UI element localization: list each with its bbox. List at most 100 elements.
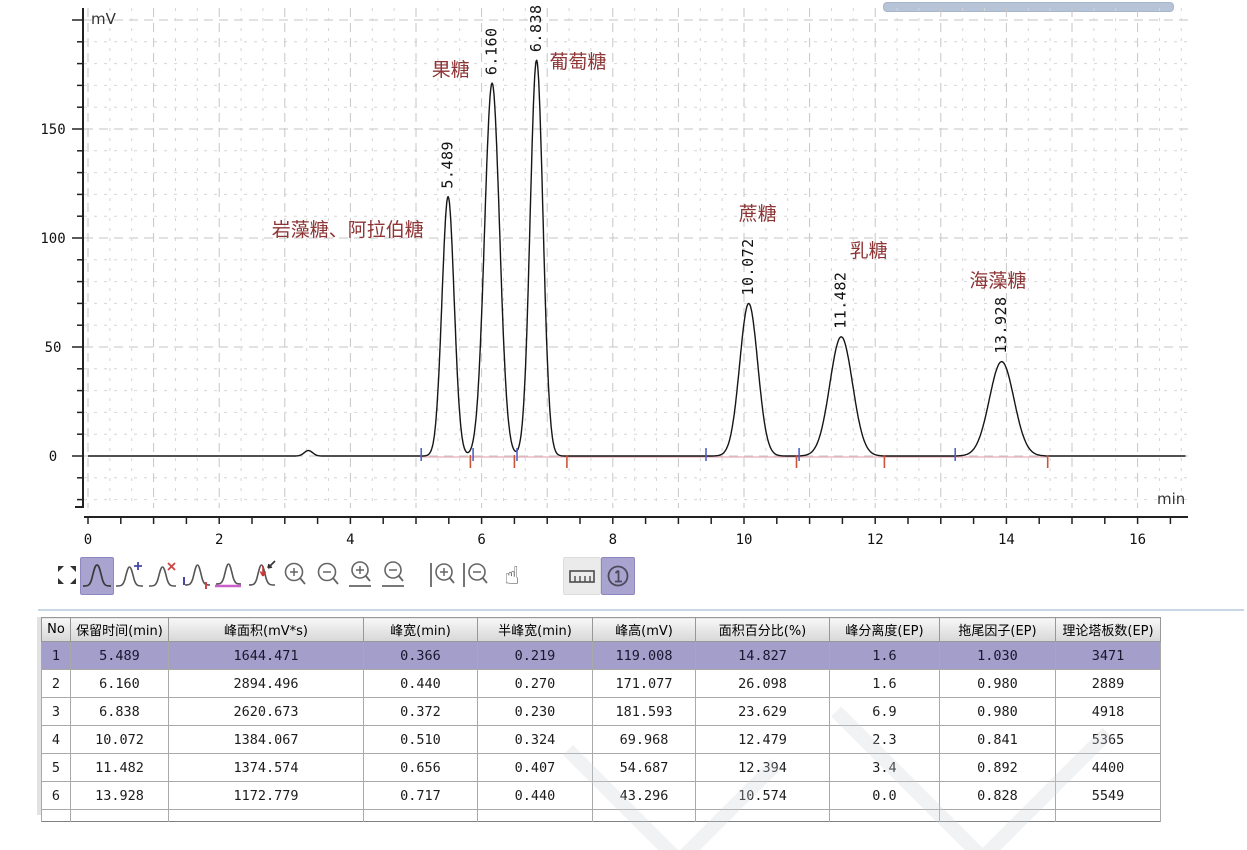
measure-ruler-button[interactable] <box>563 557 601 595</box>
chromatogram-plot[interactable]: 0 50 100 150 0 2 4 6 8 10 12 14 16 mV min 5.489 6.160 6.8… <box>0 0 1247 553</box>
peak-add-button[interactable] <box>114 557 146 593</box>
marker-one-button[interactable] <box>601 557 635 595</box>
table-cell: 0.841 <box>939 725 1056 754</box>
table-cell <box>41 809 71 822</box>
svg-text:12: 12 <box>867 532 884 548</box>
peak-delete-icon <box>148 562 177 587</box>
table-cell: 2 <box>41 669 71 698</box>
table-cell: 12.394 <box>695 753 830 782</box>
pan-hand-button[interactable]: ☝ <box>496 557 528 593</box>
table-cell: 1 <box>41 641 71 670</box>
table-cell: 12.479 <box>695 725 830 754</box>
column-header[interactable]: 峰宽(min) <box>363 617 478 642</box>
column-header[interactable]: 峰面积(mV*s) <box>168 617 364 642</box>
table-cell: 0.270 <box>477 669 593 698</box>
pan-hand-icon: ☝ <box>504 560 520 590</box>
table-row-empty <box>41 809 1161 822</box>
table-cell: 6 <box>41 781 71 810</box>
table-cell: 10.574 <box>695 781 830 810</box>
svg-text:100: 100 <box>40 231 65 247</box>
zoom-in-x-button[interactable] <box>346 557 376 593</box>
table-row[interactable]: 3 6.838 2620.673 0.372 0.230 181.593 23.629 6.9… <box>41 697 1161 726</box>
table-cell: 3.4 <box>829 753 940 782</box>
table-cell: 0.440 <box>477 781 593 810</box>
table-cell: 23.629 <box>695 697 830 726</box>
peak-select-button[interactable] <box>80 557 114 595</box>
svg-text:10: 10 <box>736 532 753 548</box>
table-cell: 0.0 <box>829 781 940 810</box>
peak-results-panel: No 保留时间(min) 峰面积(mV*s) 峰宽(min) 半峰宽(min) 峰高(mV… <box>41 617 1161 822</box>
table-cell: 4400 <box>1055 753 1161 782</box>
svg-text:0: 0 <box>84 532 92 548</box>
peak-manual-integration-icon <box>183 564 211 589</box>
table-row[interactable]: 5 11.482 1374.574 0.656 0.407 54.687 12.394 3.4… <box>41 753 1161 782</box>
column-header[interactable]: 理论塔板数(EP) <box>1055 617 1161 642</box>
table-cell: 0.366 <box>363 641 478 670</box>
table-row[interactable]: 1 5.489 1644.471 0.366 0.219 119.008 14.827 1.6… <box>41 641 1161 670</box>
column-header[interactable]: 面积百分比(%) <box>695 617 830 642</box>
svg-text:0: 0 <box>49 449 57 465</box>
svg-text:2: 2 <box>215 532 223 548</box>
zoom-out-x-button[interactable] <box>379 557 409 593</box>
top-scroll-bar[interactable] <box>883 2 1174 12</box>
y-axis-unit: mV <box>91 10 117 28</box>
column-header[interactable]: 保留时间(min) <box>70 617 169 642</box>
table-cell: 2.3 <box>829 725 940 754</box>
zoom-out-y-button[interactable] <box>461 557 491 593</box>
zoom-in-x-icon <box>349 561 371 587</box>
table-row[interactable]: 2 6.160 2894.496 0.440 0.270 171.077 26.098 1.6… <box>41 669 1161 698</box>
table-cell: 10.072 <box>70 725 169 754</box>
zoom-in-y-button[interactable] <box>428 557 458 593</box>
table-cell: 0.440 <box>363 669 478 698</box>
fit-view-icon <box>58 566 76 584</box>
svg-text:岩藻糖、阿拉伯糖: 岩藻糖、阿拉伯糖 <box>272 219 424 241</box>
zoom-out-button[interactable] <box>313 557 343 593</box>
zoom-out-x-icon <box>382 561 404 587</box>
table-cell: 43.296 <box>592 781 696 810</box>
signal-curve <box>88 59 1186 457</box>
svg-text:16: 16 <box>1129 532 1146 548</box>
svg-text:8: 8 <box>609 532 617 548</box>
table-cell: 3471 <box>1055 641 1161 670</box>
grid <box>84 8 1188 508</box>
column-header[interactable]: 峰分离度(EP) <box>829 617 940 642</box>
ruler-icon <box>569 570 595 583</box>
column-header[interactable]: No <box>41 617 71 642</box>
peak-delete-button[interactable] <box>147 557 179 593</box>
table-cell <box>477 809 593 822</box>
table-row[interactable]: 4 10.072 1384.067 0.510 0.324 69.968 12.479 2.3… <box>41 725 1161 754</box>
axes <box>72 8 1188 524</box>
zoom-out-y-icon <box>463 563 488 587</box>
column-header[interactable]: 拖尾因子(EP) <box>939 617 1056 642</box>
peak-baseline-button[interactable] <box>212 557 244 593</box>
fit-view-button[interactable] <box>55 557 79 593</box>
table-cell: 2889 <box>1055 669 1161 698</box>
peak-icon <box>82 564 112 587</box>
table-cell: 0.230 <box>477 697 593 726</box>
zoom-in-icon <box>284 562 306 585</box>
table-cell <box>168 809 364 822</box>
svg-text:6: 6 <box>477 532 485 548</box>
svg-text:6.838: 6.838 <box>527 4 545 52</box>
table-cell: 1.030 <box>939 641 1056 670</box>
svg-text:4: 4 <box>346 532 354 548</box>
table-cell: 6.838 <box>70 697 169 726</box>
peak-manual-integration-button[interactable] <box>180 557 212 593</box>
svg-text:6.160: 6.160 <box>483 27 501 75</box>
peak-move-point-button[interactable] <box>246 557 278 593</box>
table-cell: 1.6 <box>829 641 940 670</box>
zoom-in-button[interactable] <box>280 557 310 593</box>
peak-add-icon <box>115 562 144 587</box>
table-cell: 5549 <box>1055 781 1161 810</box>
column-header[interactable]: 峰高(mV) <box>592 617 696 642</box>
table-cell <box>363 809 478 822</box>
column-header[interactable]: 半峰宽(min) <box>477 617 593 642</box>
table-cell: 0.407 <box>477 753 593 782</box>
table-cell: 119.008 <box>592 641 696 670</box>
panel-separator <box>38 609 1244 611</box>
svg-text:13.928: 13.928 <box>992 296 1010 353</box>
zoom-in-y-icon <box>430 563 455 587</box>
table-row[interactable]: 6 13.928 1172.779 0.717 0.440 43.296 10.574 0.0… <box>41 781 1161 810</box>
table-cell <box>829 809 940 822</box>
